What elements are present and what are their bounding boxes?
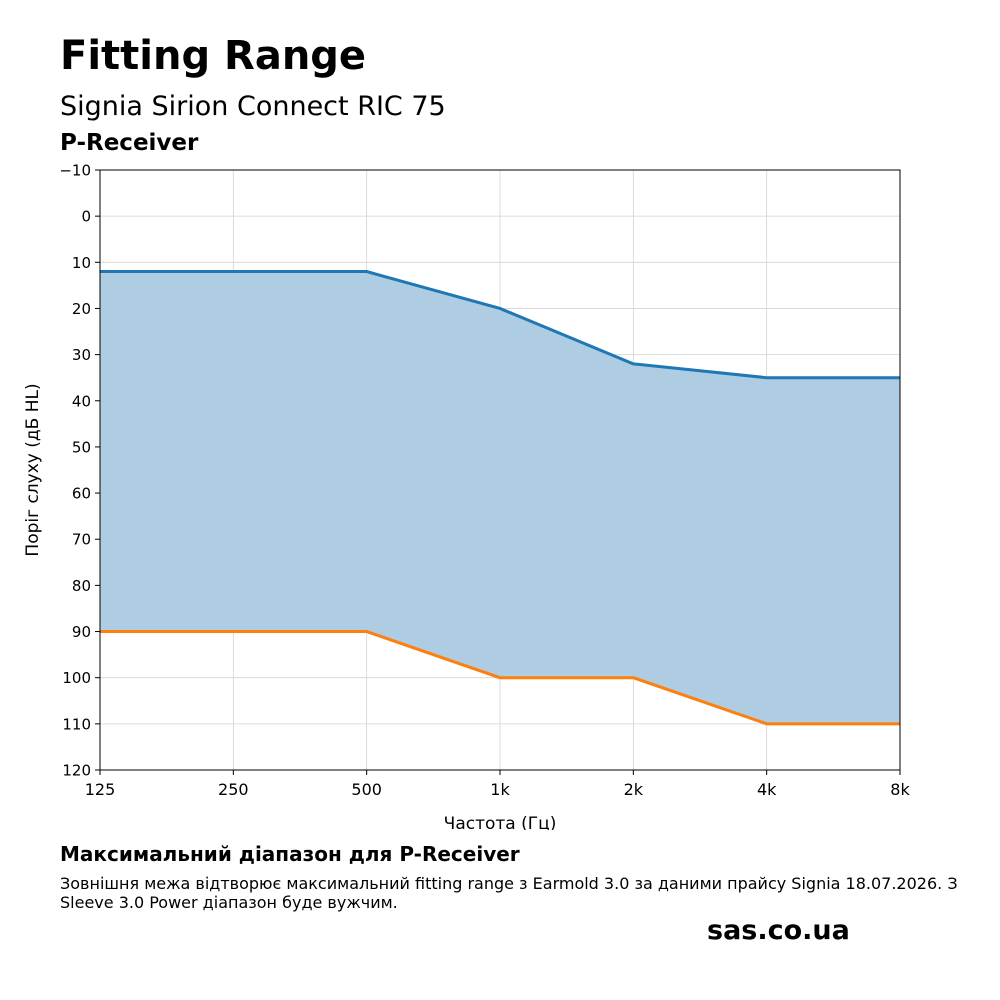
x-axis-label: Частота (Гц) — [444, 814, 557, 830]
x-tick-label: 250 — [218, 780, 249, 799]
y-axis-label: Поріг слуху (дБ HL) — [23, 383, 43, 556]
fitting-range-chart: 125 250 500 1k 2k 4k 8k −10 0 10 20 30 40 50 60 70 80 90 1… — [23, 162, 910, 831]
x-tick-label: 8k — [890, 780, 910, 799]
x-tick-label: 4k — [757, 780, 777, 799]
y-tick-label: 80 — [72, 577, 91, 595]
x-tick-label: 125 — [85, 780, 116, 799]
y-tick-label: 60 — [72, 485, 91, 503]
x-tick-label: 1k — [490, 780, 510, 799]
y-tick-label: 50 — [72, 438, 91, 456]
brand-logo-text: sas.co.ua — [707, 915, 850, 946]
y-tick-label: 70 — [72, 531, 91, 549]
fitting-range-area — [100, 271, 900, 724]
y-tick-label: 90 — [72, 623, 91, 641]
series-line-upper — [100, 270, 900, 380]
axis-ticks: 125 250 500 1k 2k 4k 8k −10 0 10 20 30 40 50 60 70 80 90 1… — [59, 162, 910, 800]
y-tick-label: 40 — [72, 392, 91, 410]
y-tick-label: 0 — [81, 208, 91, 226]
footnote: Зовнішня межа відтворює максимальний fit… — [60, 874, 958, 912]
y-tick-label: 10 — [72, 254, 91, 272]
y-tick-label: 30 — [72, 346, 91, 364]
x-tick-label: 500 — [351, 780, 382, 799]
series-line-lower — [100, 630, 900, 726]
x-tick-label: 2k — [624, 780, 644, 799]
y-tick-label: 20 — [72, 300, 91, 318]
receiver-label: P-Receiver — [60, 130, 199, 156]
y-tick-label: 100 — [62, 669, 91, 687]
y-tick-label: 120 — [62, 762, 91, 780]
device-name: Signia Sirion Connect RIC 75 — [60, 91, 446, 122]
section-heading: Максимальний діапазон для P-Receiver — [60, 842, 520, 866]
y-tick-label: −10 — [59, 162, 91, 180]
y-tick-label: 110 — [62, 715, 91, 733]
page-title: Fitting Range — [60, 33, 367, 79]
